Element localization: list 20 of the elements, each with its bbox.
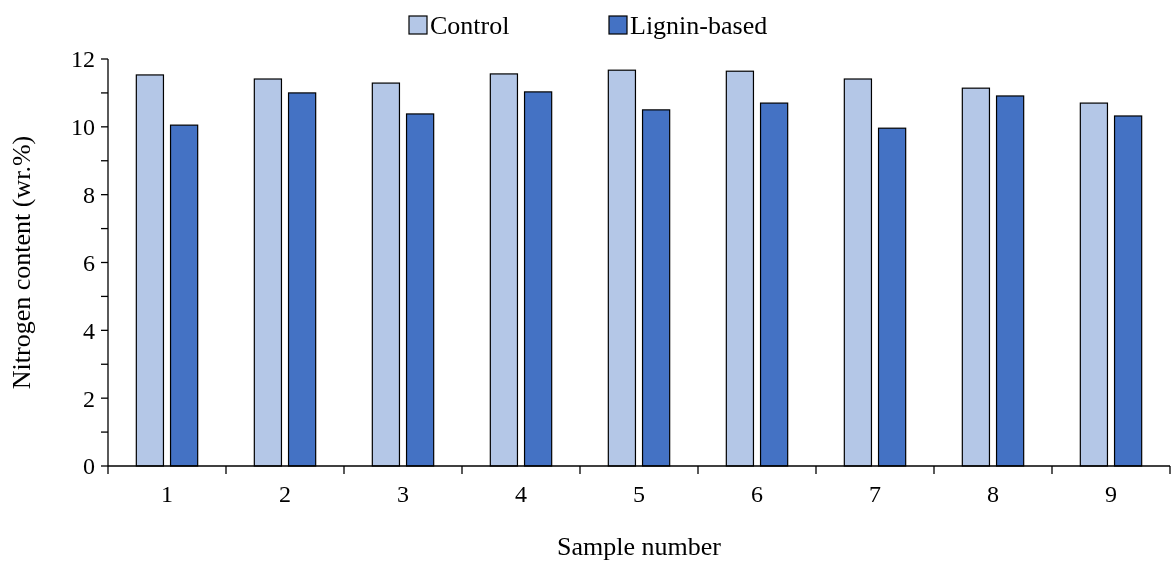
y-tick-label: 2 (83, 385, 95, 412)
y-tick-label: 6 (83, 249, 95, 276)
legend-label: Lignin-based (630, 11, 768, 41)
x-tick-label: 1 (161, 481, 173, 507)
legend-label: Control (430, 11, 510, 41)
y-tick-label: 4 (83, 317, 95, 344)
x-tick-label: 2 (279, 481, 291, 507)
y-tick-label: 0 (83, 453, 95, 480)
x-tick-label: 7 (869, 481, 881, 507)
x-tick-label: 8 (987, 481, 999, 507)
x-tick-label: 4 (515, 481, 527, 507)
x-tick-label: 3 (397, 481, 409, 507)
y-tick-label: 8 (83, 182, 95, 209)
x-tick-label: 5 (633, 481, 645, 507)
y-tick-label: 12 (71, 46, 95, 73)
x-tick-label: 6 (751, 481, 763, 507)
x-tick-label: 9 (1105, 481, 1117, 507)
x-axis-title: Sample number (557, 532, 722, 561)
y-axis-title: Nitrogen content (wr.%) (7, 135, 36, 390)
y-tick-label: 10 (71, 114, 95, 141)
